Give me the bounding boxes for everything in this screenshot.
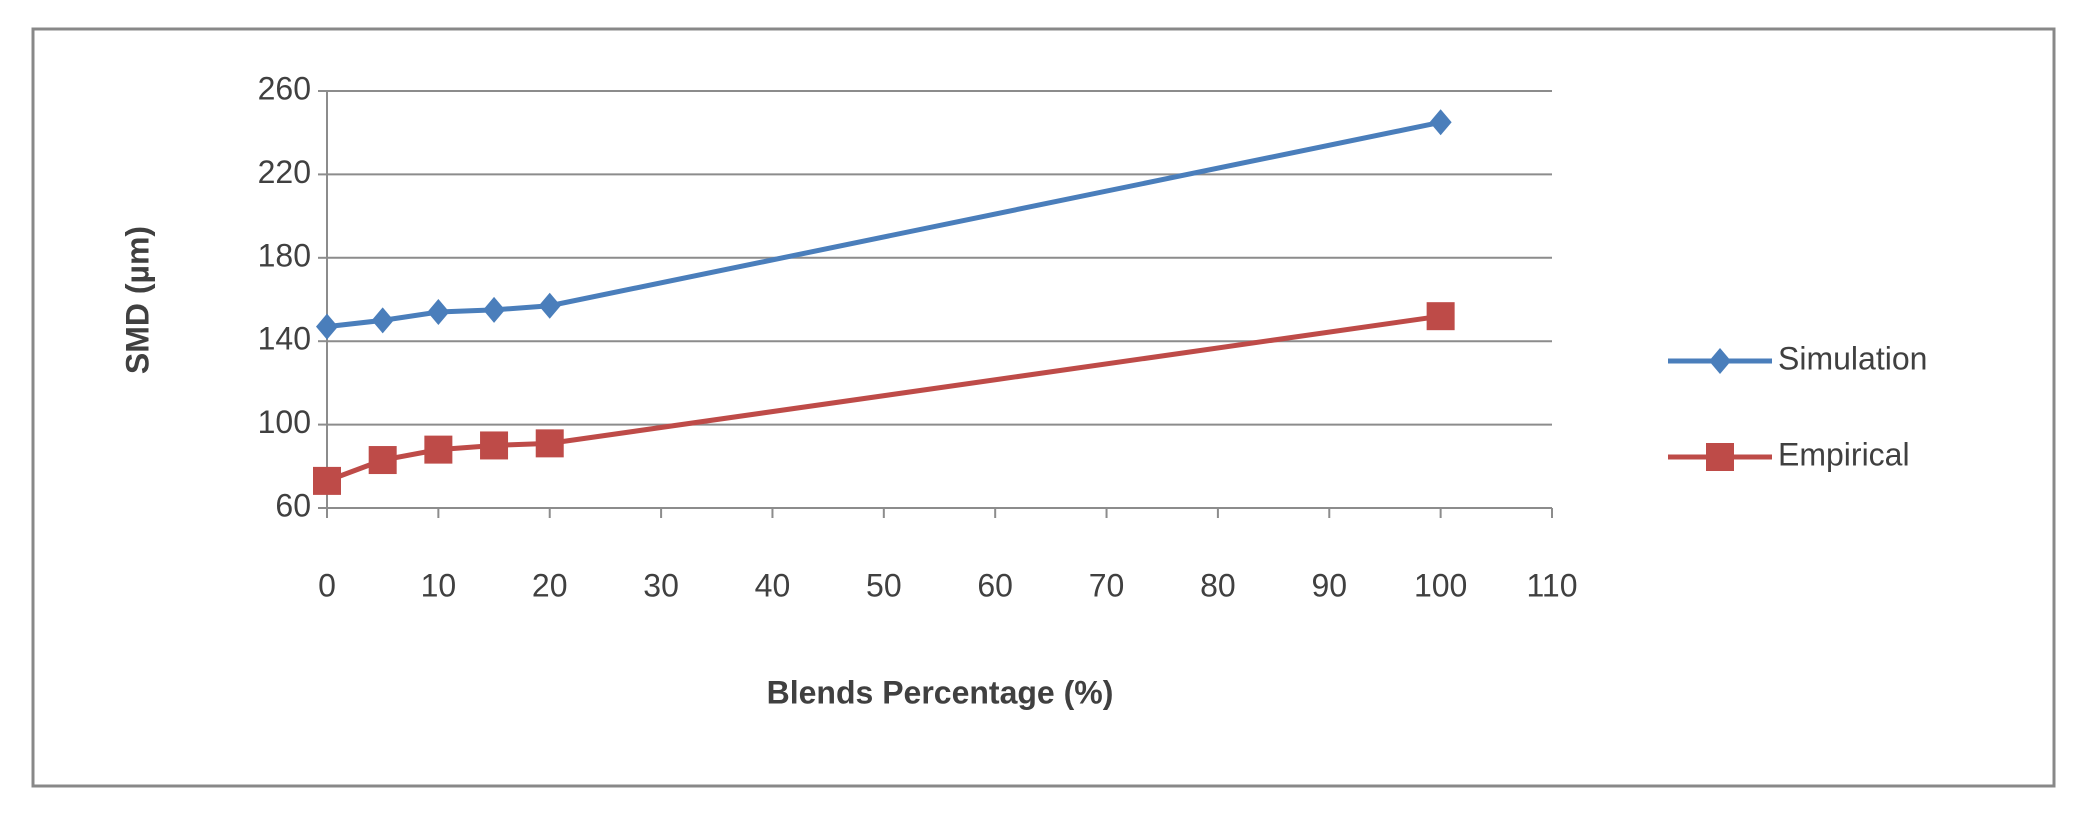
x-axis-title: Blends Percentage (%) <box>767 674 1114 710</box>
legend-marker <box>1706 443 1734 471</box>
legend-label: Empirical <box>1778 436 1910 472</box>
chart-frame <box>31 27 2056 788</box>
y-axis-title: SMD (µm) <box>119 226 155 374</box>
x-tick-label: 110 <box>1526 567 1577 603</box>
y-tick-label: 220 <box>258 154 311 190</box>
y-tick-label: 260 <box>258 70 311 106</box>
x-tick-label: 100 <box>1414 567 1467 603</box>
data-point <box>535 429 564 458</box>
data-point <box>427 299 450 326</box>
legend-marker <box>1709 348 1731 374</box>
x-tick-label: 80 <box>1200 567 1236 603</box>
data-point <box>483 296 506 323</box>
data-point <box>1429 109 1452 136</box>
data-point <box>368 446 397 475</box>
legend-label: Simulation <box>1778 340 1927 376</box>
y-tick-label: 60 <box>275 487 311 523</box>
data-point <box>313 466 341 495</box>
data-point <box>424 435 453 464</box>
x-tick-label: 20 <box>532 567 568 603</box>
x-tick-label: 90 <box>1311 567 1347 603</box>
data-point <box>371 307 394 334</box>
x-tick-label: 0 <box>318 567 336 603</box>
data-point <box>480 431 509 460</box>
data-point <box>538 292 561 319</box>
x-tick-label: 50 <box>866 567 902 603</box>
x-tick-label: 10 <box>421 567 457 603</box>
data-point <box>316 313 338 340</box>
x-tick-label: 70 <box>1089 567 1125 603</box>
x-tick-label: 40 <box>755 567 791 603</box>
x-tick-label: 60 <box>977 567 1013 603</box>
y-tick-label: 180 <box>258 237 311 273</box>
y-tick-label: 140 <box>258 321 311 357</box>
x-tick-label: 30 <box>643 567 679 603</box>
data-point <box>1426 302 1455 331</box>
y-tick-label: 100 <box>258 404 311 440</box>
